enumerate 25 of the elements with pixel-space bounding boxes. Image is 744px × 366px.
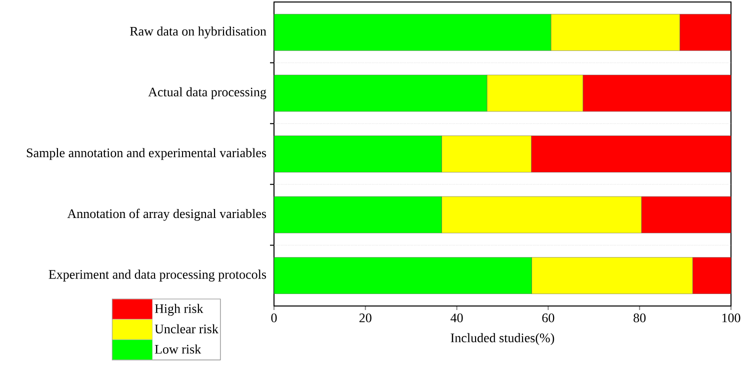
y-tick-label: Raw data on hybridisation — [130, 26, 266, 38]
legend-label: Unclear risk — [154, 324, 218, 334]
y-tick-label: Experiment and data processing protocols — [48, 270, 266, 282]
bar — [274, 257, 532, 294]
bar — [274, 136, 442, 172]
x-tick-label: 60 — [542, 314, 554, 322]
bar — [692, 257, 731, 294]
x-tick-label: 100 — [722, 314, 740, 322]
bar — [641, 196, 731, 234]
x-tick-label: 0 — [271, 314, 277, 322]
x-tick-label: 40 — [450, 314, 463, 322]
x-tick-label: 20 — [359, 314, 372, 322]
y-tick-label: Sample annotation and experimental variables — [26, 148, 266, 160]
bar — [274, 74, 488, 112]
bar — [531, 136, 731, 172]
bar — [680, 14, 731, 51]
bar — [582, 74, 731, 112]
y-tick-label: Actual data processing — [148, 87, 266, 100]
y-tick-label: Annotation of array designal variables — [67, 208, 266, 221]
bar — [274, 14, 552, 51]
legend-label: Low risk — [154, 344, 202, 354]
x-axis-title: Included studies(%) — [450, 333, 554, 345]
bar — [274, 196, 442, 234]
legend-label: High risk — [154, 304, 204, 316]
x-tick-label: 80 — [634, 314, 646, 322]
